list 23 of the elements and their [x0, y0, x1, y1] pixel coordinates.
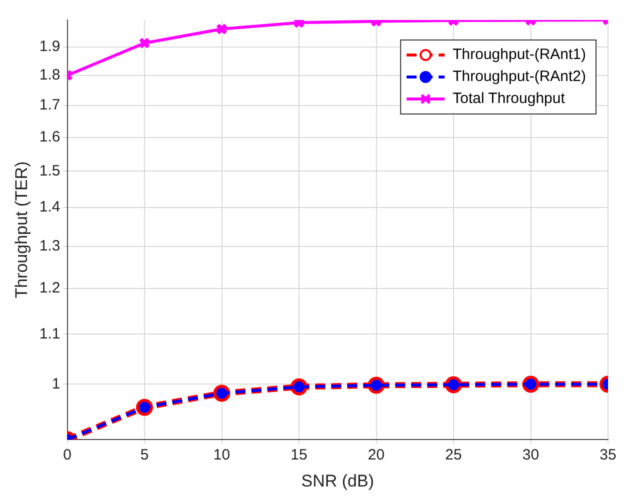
- x-tick-label: 20: [368, 446, 385, 464]
- y-tick-label: 1.8: [39, 66, 60, 84]
- x-tick-label: 15: [290, 446, 308, 464]
- legend-label: Throughput-(RAnt2): [452, 68, 586, 86]
- y-tick-label: 1: [52, 375, 60, 392]
- x-tick-label: 25: [445, 446, 462, 464]
- x-tick-label: 10: [213, 446, 230, 464]
- x-tick-label: 0: [63, 446, 72, 464]
- y-tick-label: 1.7: [39, 96, 60, 114]
- x-tick-label: 35: [600, 446, 616, 464]
- x-tick-label: 30: [522, 446, 540, 464]
- legend-label: Total Throughput: [452, 90, 566, 108]
- y-tick-label: 1.5: [39, 162, 60, 180]
- y-tick-label: 1.6: [39, 128, 60, 146]
- y-axis-title: Throughput (TER): [12, 161, 31, 298]
- legend-label: Throughput-(RAnt1): [452, 46, 586, 64]
- y-tick-label: 1.2: [39, 280, 60, 297]
- y-tick-label: 1.1: [39, 325, 60, 342]
- y-tick-label: 1.4: [39, 198, 60, 216]
- y-tick-label: 1.9: [39, 38, 60, 56]
- x-tick-label: 5: [140, 446, 149, 464]
- x-axis-title: SNR (dB): [301, 471, 374, 490]
- y-tick-label: 1.3: [39, 238, 60, 255]
